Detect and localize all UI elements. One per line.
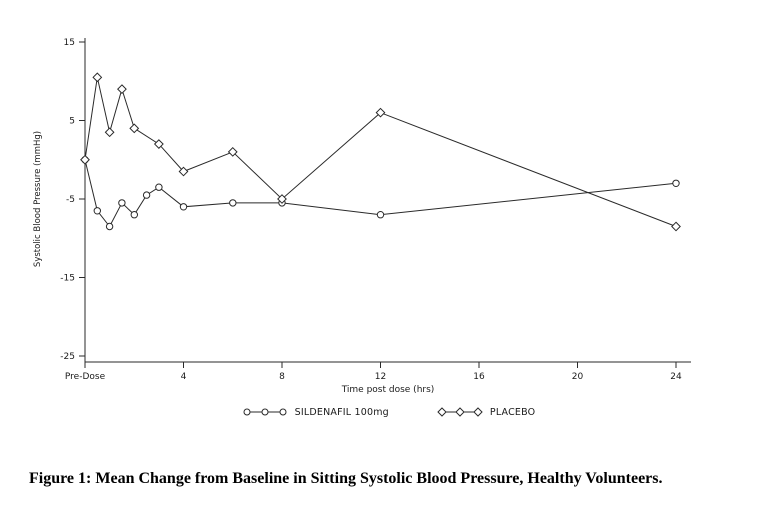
y-tick-label: -15	[60, 274, 75, 284]
data-point-diamond	[104, 127, 115, 138]
line-chart: Systolic Blood Pressure (mmHg) Time post…	[33, 38, 691, 395]
data-point-diamond	[227, 146, 238, 157]
data-point-diamond	[277, 194, 287, 204]
chart-legend: SILDENAFIL 100mg PLACEBO	[85, 404, 692, 420]
series-placebo	[80, 72, 681, 232]
circle-series-marker-icon	[243, 408, 287, 416]
y-tick-label: 15	[64, 38, 75, 48]
data-point-circle	[105, 222, 114, 231]
y-axis-title: Systolic Blood Pressure (mmHg)	[33, 131, 43, 267]
data-point-diamond	[178, 166, 189, 177]
data-point-diamond	[80, 154, 90, 165]
legend-label-placebo: PLACEBO	[489, 406, 536, 418]
x-tick-label: 8	[279, 372, 285, 382]
x-tick-label: 24	[670, 372, 682, 382]
data-point-circle	[130, 211, 139, 219]
x-tick-label: 12	[375, 372, 386, 382]
y-tick-label: -25	[60, 352, 75, 362]
y-tick-label: -5	[66, 195, 75, 205]
series-line	[84, 77, 677, 227]
data-point-diamond	[129, 123, 140, 134]
x-tick-label: 4	[181, 372, 187, 382]
x-tick-label: 16	[473, 372, 485, 382]
data-point-diamond	[671, 221, 681, 232]
data-point-diamond	[153, 139, 164, 149]
diamond-series-marker-icon	[437, 407, 483, 417]
data-point-diamond	[117, 84, 127, 95]
data-point-circle	[118, 199, 126, 207]
data-point-diamond	[375, 107, 386, 118]
series-sildenafil-100mg	[81, 156, 680, 231]
data-point-circle	[179, 203, 188, 211]
data-point-circle	[376, 211, 385, 219]
data-point-diamond	[92, 72, 103, 83]
legend-label-sildenafil: SILDENAFIL 100mg	[294, 406, 389, 418]
data-point-circle	[142, 191, 151, 199]
data-point-circle	[93, 207, 102, 215]
x-tick-label: 20	[572, 372, 584, 382]
figure-caption: Figure 1: Mean Change from Baseline in S…	[29, 470, 663, 487]
legend-item-sildenafil: SILDENAFIL 100mg	[242, 407, 389, 418]
x-axis-title: Time post dose (hrs)	[341, 385, 435, 395]
legend-item-placebo: PLACEBO	[437, 407, 535, 418]
data-point-circle	[672, 179, 680, 188]
x-tick-label: Pre-Dose	[65, 372, 106, 382]
y-tick-label: 5	[69, 117, 75, 127]
data-point-circle	[229, 199, 237, 207]
axes: 15 5 -5 -15 -25 Pre-Dose 4 8 12 16 20 24	[60, 38, 691, 382]
data-point-circle	[155, 183, 163, 191]
